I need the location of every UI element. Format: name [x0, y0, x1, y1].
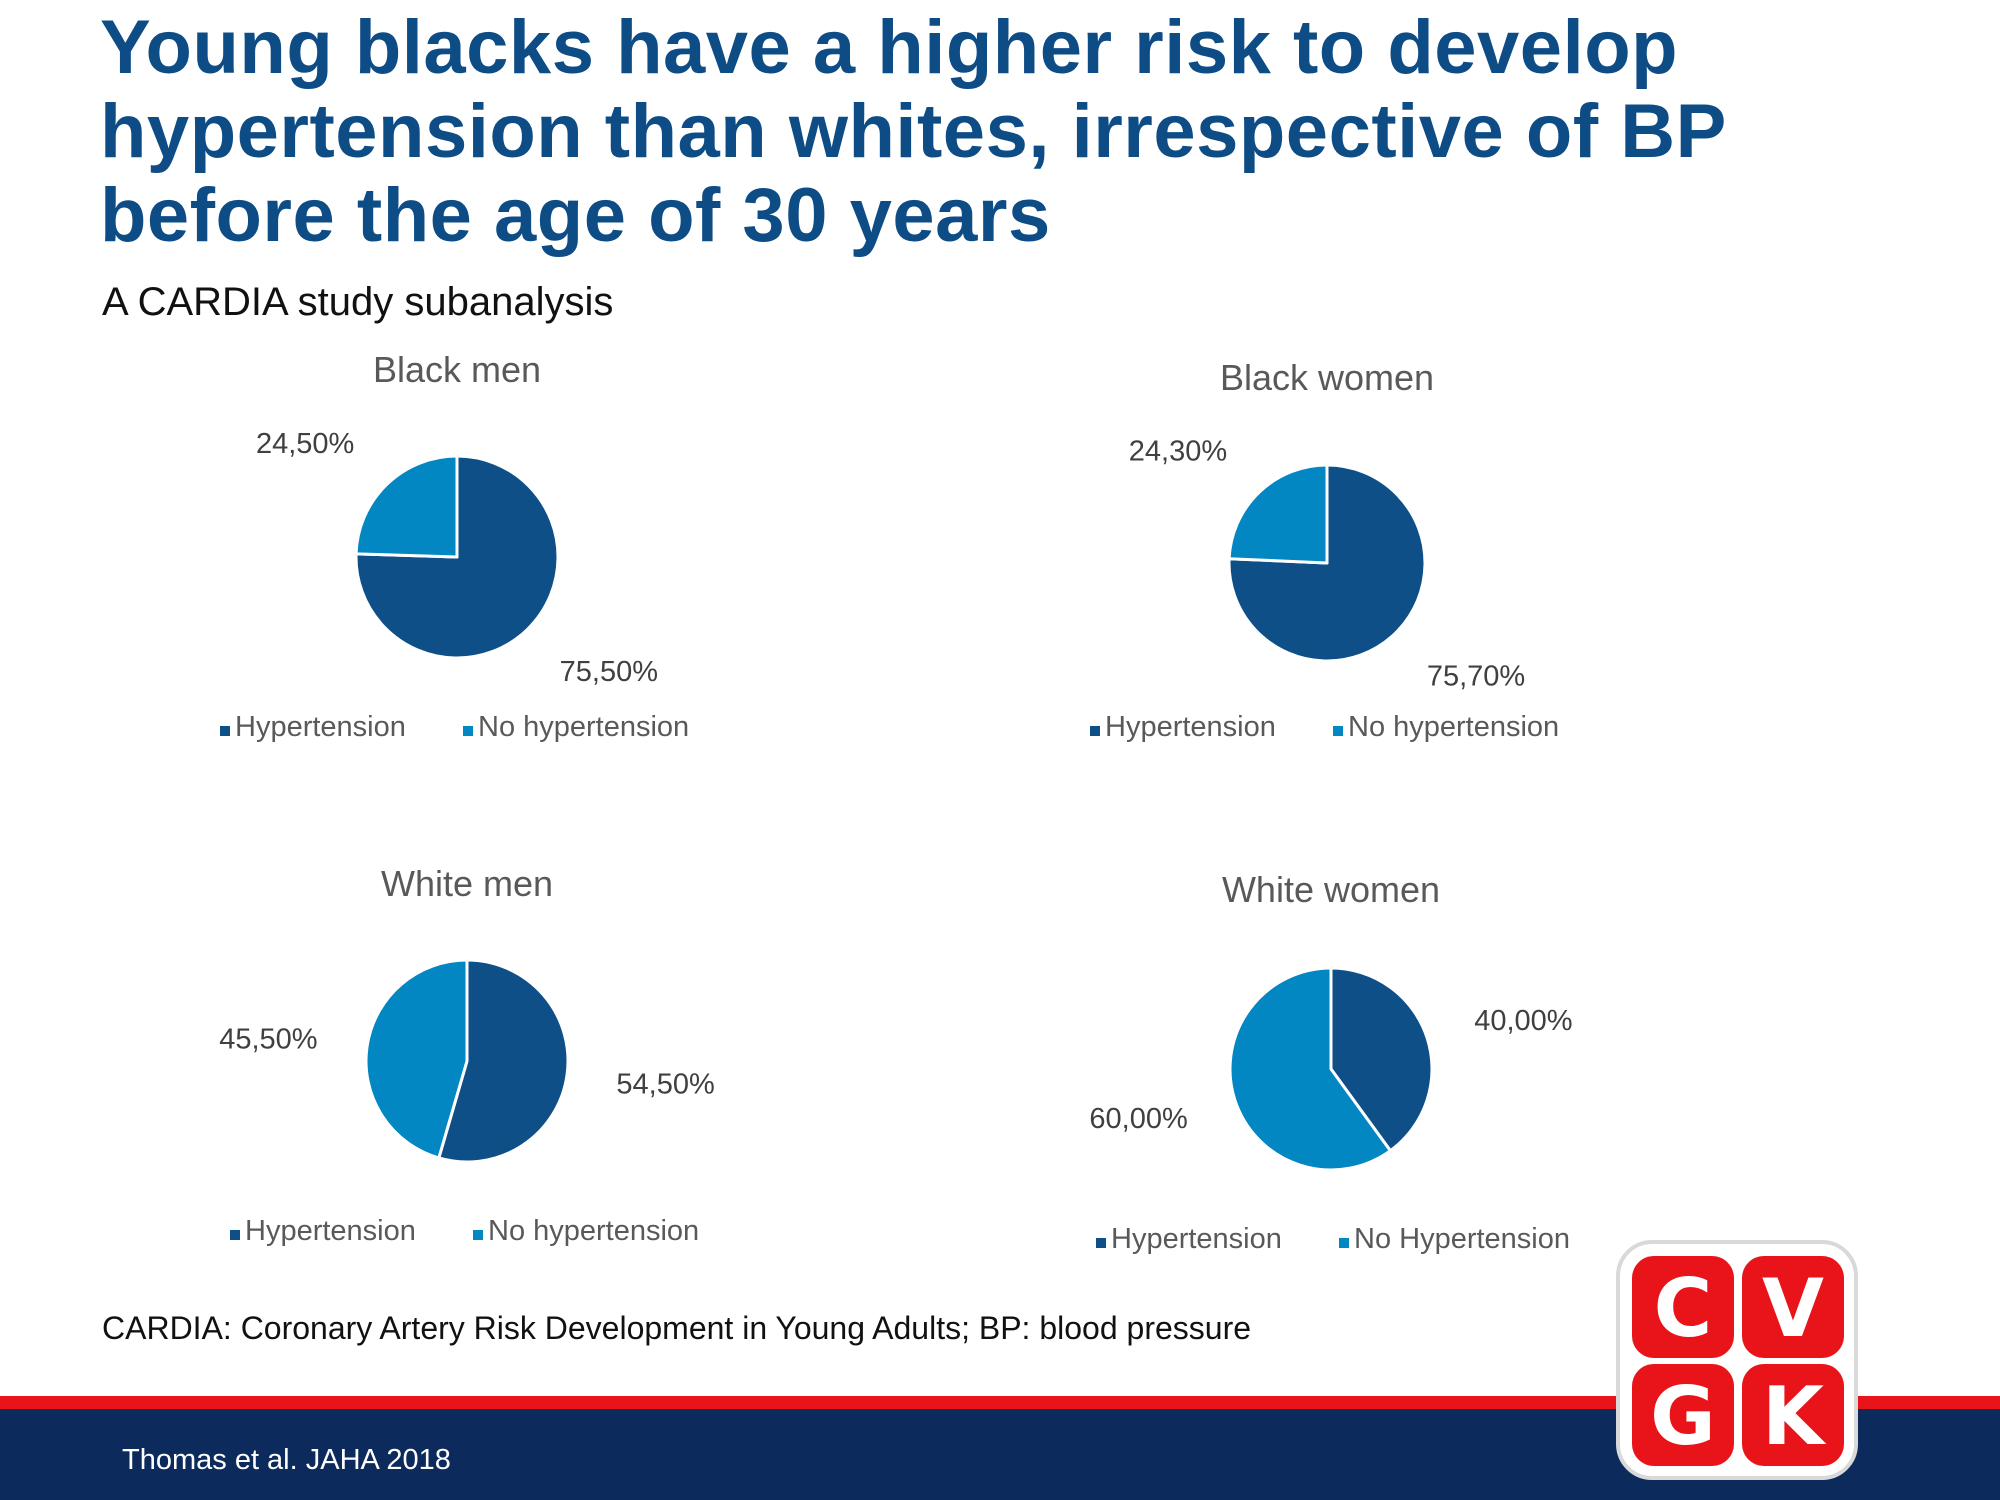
pie-slice-hypertension [437, 958, 570, 1164]
pie-chart-panel: Black women 75,70% 24,30% Hypertension No hy… [1070, 348, 1970, 808]
pie-slice-no-hypertension [354, 454, 459, 559]
data-label: 45,50% [219, 1024, 317, 1056]
chart-title: White women [1222, 869, 1440, 910]
pie-chart: Black women 75,70% 24,30% Hypertension No hy… [1090, 357, 1559, 743]
pie-chart: White women 40,00% 60,00% Hypertension No Hy… [1089, 869, 1572, 1255]
legend-label: Hypertension [1105, 711, 1276, 743]
data-label: 54,50% [616, 1068, 714, 1100]
legend-swatch [1333, 726, 1343, 736]
pie-chart-panel: White women 40,00% 60,00% Hypertension No Hy… [1076, 852, 1976, 1312]
chart-title: Black men [373, 349, 541, 390]
legend-swatch [1096, 1238, 1106, 1248]
footnote: CARDIA: Coronary Artery Risk Development… [102, 1310, 1252, 1346]
legend-label: No hypertension [478, 711, 689, 743]
data-label: 40,00% [1474, 1005, 1572, 1037]
logo-letter: K [1762, 1370, 1827, 1463]
pie-chart: White men 54,50% 45,50% Hypertension No hype… [219, 863, 715, 1247]
logo-tile [1742, 1364, 1844, 1466]
legend-label: Hypertension [245, 1215, 416, 1247]
legend-swatch [1090, 726, 1100, 736]
slide-title: Young blacks have a higher risk to devel… [100, 6, 1960, 258]
logo-tile [1632, 1364, 1734, 1466]
title-line-2: hypertension than whites, irrespective o… [100, 89, 1727, 174]
legend-label: No hypertension [1348, 711, 1559, 743]
legend-label: No Hypertension [1354, 1223, 1570, 1255]
pie-chart-panel: Black men 75,50% 24,50% Hypertension No hype… [200, 340, 1100, 800]
legend-label: No hypertension [488, 1215, 699, 1247]
pie-slice-no-hypertension [1227, 463, 1329, 565]
footer-red-stripe [0, 1396, 2000, 1409]
title-line-3: before the age of 30 years [100, 173, 1051, 258]
data-label: 75,70% [1427, 661, 1525, 693]
logo-letter: C [1654, 1262, 1713, 1355]
legend-swatch [473, 1230, 483, 1240]
legend-swatch [1339, 1238, 1349, 1248]
legend-swatch [230, 1230, 240, 1240]
data-label: 60,00% [1089, 1103, 1187, 1135]
title-line-1: Young blacks have a higher risk to devel… [100, 5, 1679, 90]
pie-chart-panel: White men 54,50% 45,50% Hypertension No hype… [210, 846, 1110, 1306]
legend-label: Hypertension [235, 711, 406, 743]
legend-label: Hypertension [1111, 1223, 1282, 1255]
data-label: 24,50% [256, 428, 354, 460]
logo-letter: G [1650, 1370, 1716, 1463]
logo-letter: V [1762, 1262, 1824, 1355]
chart-title: White men [381, 863, 553, 904]
pie-chart: Black men 75,50% 24,50% Hypertension No hype… [220, 349, 689, 743]
citation: Thomas et al. JAHA 2018 [122, 1444, 451, 1476]
legend-swatch [220, 726, 230, 736]
cvgk-logo-icon: C V G K [1614, 1236, 1860, 1482]
logo-tile [1742, 1256, 1844, 1358]
pie-slice-hypertension [1329, 966, 1434, 1153]
data-label: 75,50% [560, 656, 658, 688]
logo-tile [1632, 1256, 1734, 1358]
cvgk-logo-graphic: C V G K [1616, 1240, 1858, 1480]
chart-title: Black women [1220, 357, 1434, 398]
pie-slice-no-hypertension [1228, 966, 1392, 1172]
pie-slice-no-hypertension [364, 958, 469, 1160]
legend-swatch [463, 726, 473, 736]
data-label: 24,30% [1129, 435, 1227, 467]
slide-subtitle: A CARDIA study subanalysis [102, 280, 614, 324]
